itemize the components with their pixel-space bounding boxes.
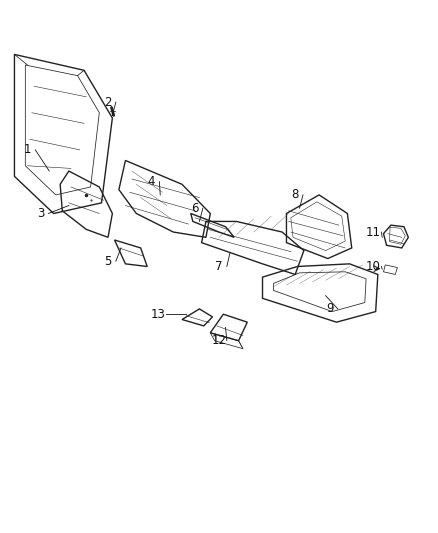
Text: 10: 10 xyxy=(366,260,381,273)
Text: 6: 6 xyxy=(191,201,199,215)
Text: 2: 2 xyxy=(104,95,112,109)
Text: 9: 9 xyxy=(326,302,334,316)
Text: 12: 12 xyxy=(212,334,226,347)
Text: 3: 3 xyxy=(37,207,44,220)
Text: 11: 11 xyxy=(366,225,381,239)
Text: 4: 4 xyxy=(148,175,155,188)
Text: 5: 5 xyxy=(104,255,112,268)
Text: 13: 13 xyxy=(151,308,166,321)
Text: 8: 8 xyxy=(291,189,299,201)
Text: 7: 7 xyxy=(215,260,223,273)
Text: 1: 1 xyxy=(24,143,31,156)
